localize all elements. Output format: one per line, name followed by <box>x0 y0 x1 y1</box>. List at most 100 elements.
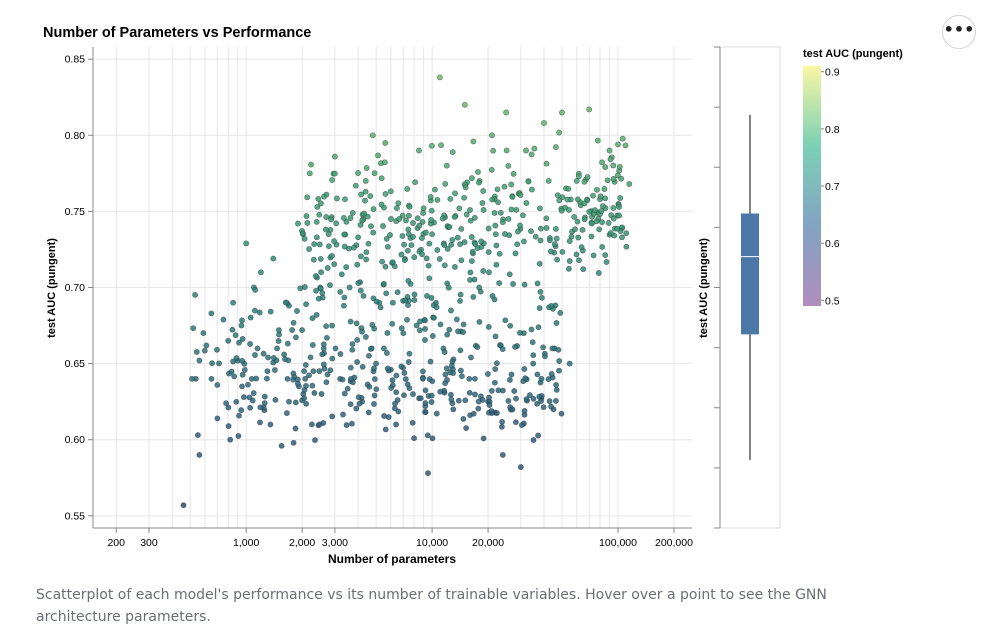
data-point[interactable] <box>299 327 306 334</box>
data-point[interactable] <box>503 147 510 154</box>
data-point[interactable] <box>593 218 600 225</box>
data-point[interactable] <box>239 383 245 390</box>
data-point[interactable] <box>355 394 362 401</box>
data-point[interactable] <box>405 359 412 365</box>
data-point[interactable] <box>347 215 354 221</box>
data-point[interactable] <box>605 220 612 226</box>
data-point[interactable] <box>292 334 299 341</box>
data-point[interactable] <box>566 206 572 213</box>
data-point[interactable] <box>329 413 336 420</box>
data-point[interactable] <box>264 368 271 375</box>
data-point[interactable] <box>281 351 288 358</box>
data-point[interactable] <box>309 315 316 322</box>
data-point[interactable] <box>208 310 215 317</box>
data-point[interactable] <box>610 204 617 211</box>
data-point[interactable] <box>283 410 290 417</box>
data-point[interactable] <box>371 392 378 399</box>
data-point[interactable] <box>528 151 535 158</box>
data-point[interactable] <box>536 205 543 212</box>
data-point[interactable] <box>355 234 362 241</box>
data-point[interactable] <box>295 220 301 227</box>
data-point[interactable] <box>555 346 562 353</box>
data-point[interactable] <box>410 220 416 226</box>
data-point[interactable] <box>599 159 605 166</box>
data-point[interactable] <box>214 381 221 388</box>
data-point[interactable] <box>528 186 535 193</box>
data-point[interactable] <box>436 256 443 262</box>
data-point[interactable] <box>275 338 282 344</box>
data-point[interactable] <box>327 367 334 374</box>
data-point[interactable] <box>289 327 296 333</box>
data-point[interactable] <box>313 218 320 225</box>
data-point[interactable] <box>604 177 611 184</box>
data-point[interactable] <box>274 345 281 352</box>
data-point[interactable] <box>363 256 370 263</box>
data-point[interactable] <box>591 207 598 214</box>
data-point[interactable] <box>626 181 633 187</box>
data-point[interactable] <box>566 360 573 367</box>
data-point[interactable] <box>303 382 309 389</box>
data-point[interactable] <box>343 422 350 429</box>
data-point[interactable] <box>389 299 396 306</box>
data-point[interactable] <box>240 394 247 401</box>
data-point[interactable] <box>292 399 299 406</box>
data-point[interactable] <box>375 152 381 159</box>
data-point[interactable] <box>501 231 508 237</box>
data-point[interactable] <box>436 74 443 81</box>
data-point[interactable] <box>301 395 308 402</box>
data-point[interactable] <box>492 222 499 229</box>
data-point[interactable] <box>466 389 473 396</box>
data-point[interactable] <box>383 235 390 242</box>
data-point[interactable] <box>387 232 393 238</box>
data-point[interactable] <box>388 384 395 391</box>
data-point[interactable] <box>384 330 391 336</box>
data-point[interactable] <box>619 135 626 142</box>
data-point[interactable] <box>458 373 465 380</box>
data-point[interactable] <box>499 387 506 394</box>
data-point[interactable] <box>479 200 486 206</box>
data-point[interactable] <box>610 162 617 169</box>
data-point[interactable] <box>395 200 402 207</box>
data-point[interactable] <box>514 228 521 235</box>
data-point[interactable] <box>508 206 515 213</box>
data-point[interactable] <box>383 350 390 356</box>
data-point[interactable] <box>458 225 465 232</box>
data-point[interactable] <box>393 421 400 428</box>
data-point[interactable] <box>503 109 510 116</box>
data-point[interactable] <box>367 193 374 200</box>
data-point[interactable] <box>442 180 449 187</box>
data-point[interactable] <box>247 341 254 347</box>
data-point[interactable] <box>523 200 530 206</box>
data-point[interactable] <box>329 322 336 329</box>
data-point[interactable] <box>523 147 529 154</box>
data-point[interactable] <box>498 423 505 430</box>
data-point[interactable] <box>393 389 400 396</box>
data-point[interactable] <box>299 230 306 237</box>
data-point[interactable] <box>261 393 268 400</box>
data-point[interactable] <box>363 249 370 256</box>
data-point[interactable] <box>413 322 420 329</box>
data-point[interactable] <box>322 226 329 233</box>
data-point[interactable] <box>491 379 498 386</box>
data-point[interactable] <box>445 284 452 291</box>
data-point[interactable] <box>586 106 593 113</box>
data-point[interactable] <box>517 222 523 229</box>
data-point[interactable] <box>331 238 338 245</box>
data-point[interactable] <box>370 206 377 213</box>
data-point[interactable] <box>260 350 267 357</box>
data-point[interactable] <box>455 328 461 335</box>
data-point[interactable] <box>505 397 512 404</box>
data-point[interactable] <box>505 215 512 222</box>
data-point[interactable] <box>615 141 621 148</box>
data-point[interactable] <box>422 317 428 324</box>
data-point[interactable] <box>256 309 263 316</box>
data-point[interactable] <box>472 391 478 398</box>
data-point[interactable] <box>522 375 529 382</box>
data-point[interactable] <box>462 397 469 404</box>
data-point[interactable] <box>354 359 361 365</box>
data-point[interactable] <box>263 375 270 382</box>
data-point[interactable] <box>470 293 477 300</box>
data-point[interactable] <box>536 305 543 312</box>
data-point[interactable] <box>302 361 309 368</box>
data-point[interactable] <box>333 220 340 227</box>
